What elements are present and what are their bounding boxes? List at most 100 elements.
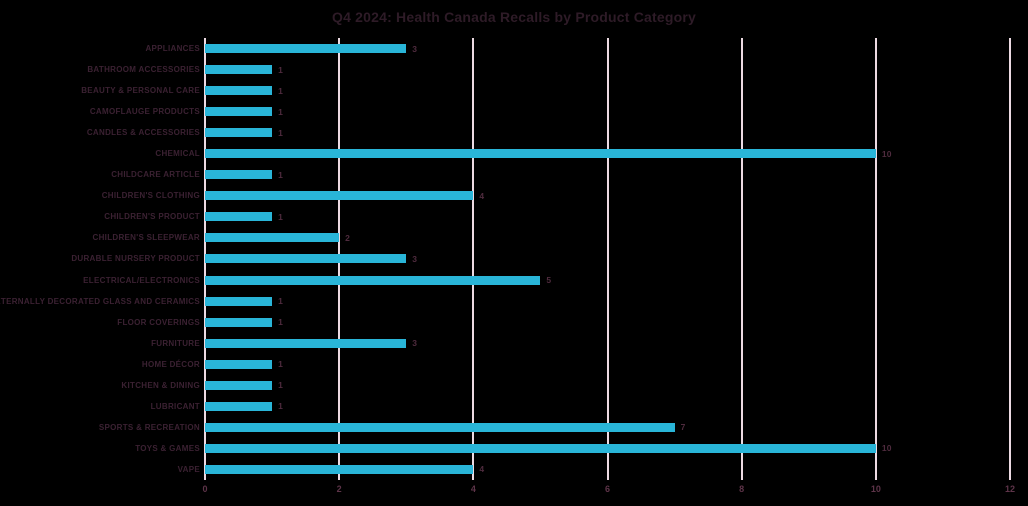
category-label: CANDLES & ACCESSORIES bbox=[86, 128, 200, 138]
x-tick-label: 0 bbox=[202, 484, 208, 494]
bar-row: 1 bbox=[205, 312, 1010, 333]
gridline bbox=[874, 38, 877, 480]
bar-row: 4 bbox=[205, 185, 1010, 206]
bar-value-label: 3 bbox=[412, 43, 418, 54]
bar bbox=[205, 128, 273, 138]
gridline bbox=[606, 38, 609, 480]
bar bbox=[205, 401, 273, 411]
category-label: APPLIANCES bbox=[145, 44, 200, 54]
category-label: FURNITURE bbox=[151, 338, 200, 348]
bar-value-label: 1 bbox=[278, 106, 284, 117]
bar-value-label: 1 bbox=[278, 127, 284, 138]
category-label: HOME DÉCOR bbox=[141, 359, 200, 369]
bar bbox=[205, 107, 273, 117]
x-tick-label: 10 bbox=[870, 484, 881, 494]
bar-value-label: 1 bbox=[278, 211, 284, 222]
category-label: CAMOFLAUGE PRODUCTS bbox=[89, 107, 200, 117]
x-tick-label: 12 bbox=[1004, 484, 1016, 494]
bar-row: 1 bbox=[205, 206, 1010, 227]
bar-row: 2 bbox=[205, 227, 1010, 248]
bar bbox=[205, 65, 273, 75]
category-label: CHEMICAL bbox=[155, 149, 200, 159]
category-label: BATHROOM ACCESSORIES bbox=[87, 65, 200, 75]
x-tick-label: 2 bbox=[336, 484, 342, 494]
bar-value-label: 10 bbox=[881, 148, 892, 159]
category-label: BEAUTY & PERSONAL CARE bbox=[81, 86, 200, 96]
bar bbox=[205, 86, 273, 96]
bars-container: 3 1 1 1 1 10 1 4 1 2 3 5 1 1 3 1 1 1 7 10 4 bbox=[205, 38, 1010, 480]
bar-row: 5 bbox=[205, 270, 1010, 291]
bar-row: 3 bbox=[205, 248, 1010, 269]
bar-value-label: 3 bbox=[412, 338, 418, 349]
bar bbox=[205, 149, 876, 159]
bar bbox=[205, 464, 474, 474]
bar-row: 1 bbox=[205, 354, 1010, 375]
bar-row: 1 bbox=[205, 291, 1010, 312]
category-label: CHILDREN'S PRODUCT bbox=[104, 212, 200, 222]
bar-value-label: 1 bbox=[278, 380, 284, 391]
bar-value-label: 1 bbox=[278, 169, 284, 180]
category-label: LUBRICANT bbox=[150, 401, 200, 411]
category-label: EXTERNALLY DECORATED GLASS AND CERAMICS bbox=[0, 296, 200, 306]
bar bbox=[205, 296, 273, 306]
gridline bbox=[740, 38, 743, 480]
bar bbox=[205, 443, 876, 453]
category-label: ELECTRICAL/ELECTRONICS bbox=[83, 275, 200, 285]
bar bbox=[205, 338, 407, 348]
bar-value-label: 1 bbox=[278, 85, 284, 96]
gridline bbox=[472, 38, 475, 480]
category-label: CHILDREN'S CLOTHING bbox=[101, 191, 200, 201]
bar-row: 1 bbox=[205, 164, 1010, 185]
category-label: TOYS & GAMES bbox=[135, 443, 200, 453]
bar-value-label: 2 bbox=[345, 232, 351, 243]
bar bbox=[205, 359, 273, 369]
bar-row: 10 bbox=[205, 143, 1010, 164]
bar-value-label: 4 bbox=[479, 464, 485, 475]
bar-value-label: 7 bbox=[680, 422, 686, 433]
bar bbox=[205, 170, 273, 180]
category-label: SPORTS & RECREATION bbox=[98, 422, 200, 432]
bar bbox=[205, 191, 474, 201]
category-label: FLOOR COVERINGS bbox=[117, 317, 200, 327]
gridline bbox=[1009, 38, 1011, 480]
bar-value-label: 1 bbox=[278, 359, 284, 370]
bar-row: 3 bbox=[205, 38, 1010, 59]
bar-row: 1 bbox=[205, 396, 1010, 417]
bar-value-label: 5 bbox=[546, 275, 552, 286]
bar-row: 1 bbox=[205, 375, 1010, 396]
plot-area: 3 1 1 1 1 10 1 4 1 2 3 5 1 1 3 1 1 1 7 10 4 bbox=[204, 38, 1011, 480]
category-label: CHILDREN'S SLEEPWEAR bbox=[92, 233, 200, 243]
x-tick-label: 4 bbox=[470, 484, 476, 494]
category-label: VAPE bbox=[177, 464, 200, 474]
bar-value-label: 1 bbox=[278, 64, 284, 75]
bar bbox=[205, 212, 273, 222]
bar bbox=[205, 44, 407, 54]
bar bbox=[205, 254, 407, 264]
bar-value-label: 3 bbox=[412, 253, 418, 264]
category-axis: APPLIANCES BATHROOM ACCESSORIES BEAUTY & P… bbox=[0, 38, 200, 480]
bar-row: 3 bbox=[205, 333, 1010, 354]
bar-row: 1 bbox=[205, 101, 1010, 122]
bar-value-label: 1 bbox=[278, 401, 284, 412]
bar-value-label: 10 bbox=[881, 443, 892, 454]
bar-row: 1 bbox=[205, 122, 1010, 143]
bar-row: 4 bbox=[205, 459, 1010, 480]
bar bbox=[205, 317, 273, 327]
bar-row: 1 bbox=[205, 59, 1010, 80]
bar-row: 7 bbox=[205, 417, 1010, 438]
bar-value-label: 1 bbox=[278, 317, 284, 328]
bar-row: 1 bbox=[205, 80, 1010, 101]
bar bbox=[205, 422, 675, 432]
chart-title: Q4 2024: Health Canada Recalls by Produc… bbox=[331, 9, 696, 25]
bar bbox=[205, 275, 541, 285]
bar-row: 10 bbox=[205, 438, 1010, 459]
bar bbox=[205, 380, 273, 390]
category-label: KITCHEN & DINING bbox=[121, 380, 200, 390]
category-label: CHILDCARE ARTICLE bbox=[111, 170, 200, 180]
bar bbox=[205, 233, 340, 243]
bar-value-label: 4 bbox=[479, 190, 485, 201]
bar-value-label: 1 bbox=[278, 296, 284, 307]
x-axis: 0 2 4 6 8 10 12 bbox=[202, 484, 1015, 498]
category-label: DURABLE NURSERY PRODUCT bbox=[71, 254, 200, 264]
